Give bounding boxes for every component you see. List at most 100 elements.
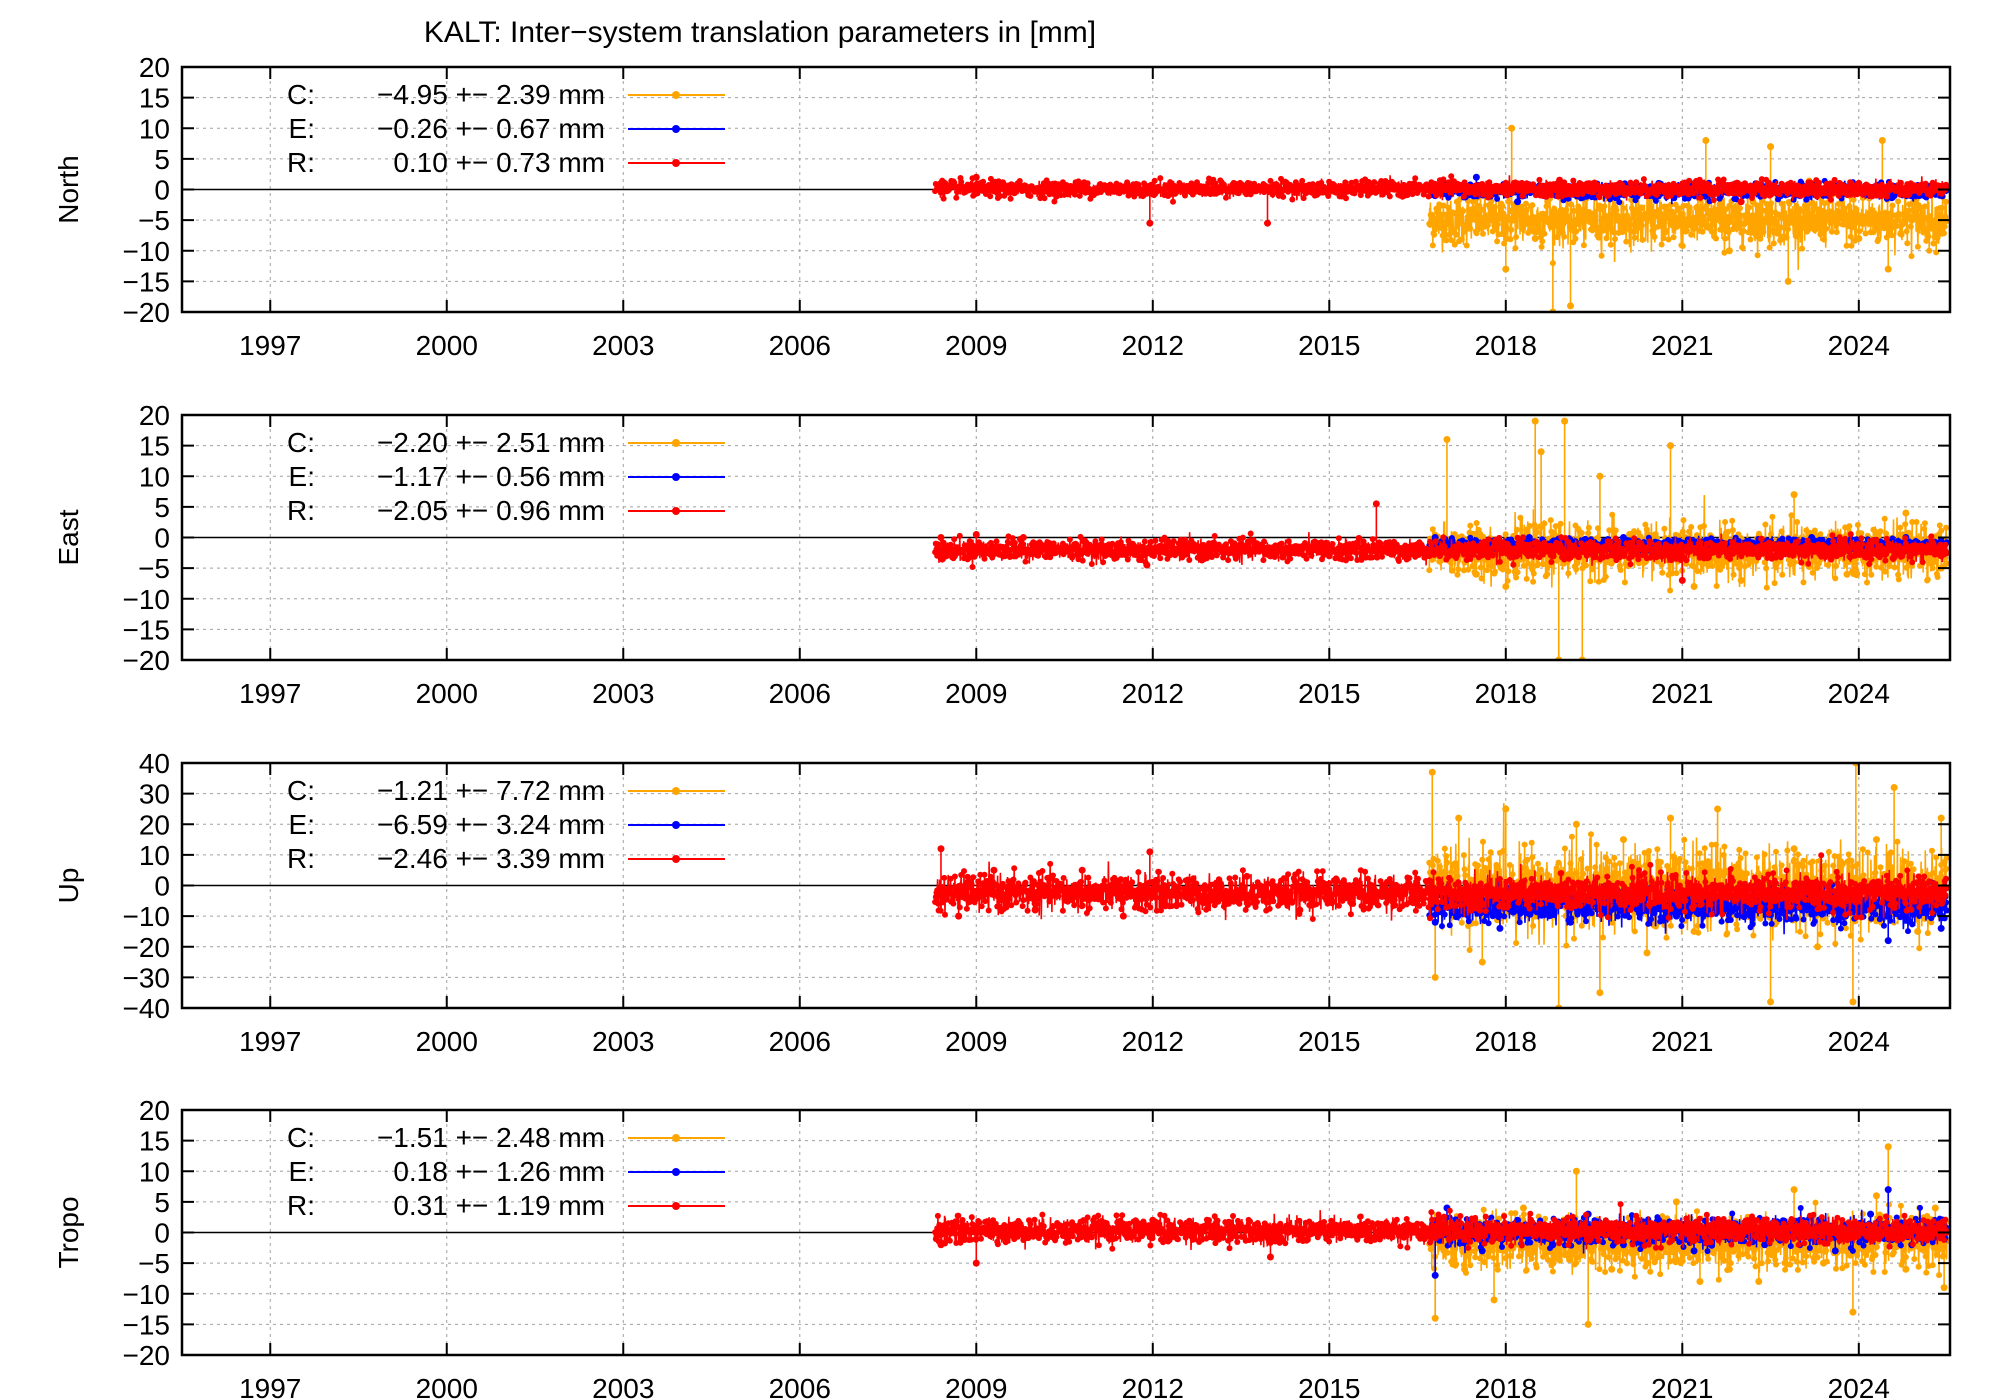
- data-point: [1342, 179, 1349, 186]
- data-point: [1938, 204, 1945, 211]
- data-point: [1596, 194, 1603, 201]
- data-point: [1041, 195, 1048, 202]
- data-point: [1454, 571, 1461, 578]
- data-point: [1467, 522, 1474, 529]
- data-point: [1352, 178, 1359, 185]
- data-point: [1613, 207, 1620, 214]
- data-point: [1440, 176, 1447, 183]
- x-tick-label: 2009: [945, 330, 1007, 361]
- data-point: [1817, 531, 1824, 538]
- data-point: [1645, 215, 1652, 222]
- data-point: [1539, 238, 1546, 245]
- data-point: [1922, 226, 1929, 233]
- data-point: [1883, 530, 1890, 537]
- data-point: [1810, 557, 1817, 564]
- y-tick-label: −5: [138, 205, 170, 236]
- data-point: [1702, 137, 1710, 144]
- data-point: [1504, 192, 1510, 199]
- data-point: [1465, 566, 1472, 573]
- data-point: [1835, 192, 1842, 199]
- data-point: [1851, 559, 1858, 566]
- data-point: [1325, 186, 1333, 193]
- data-point: [1325, 193, 1332, 199]
- data-point: [1478, 206, 1485, 213]
- data-point: [1715, 205, 1722, 212]
- y-tick-label: −10: [123, 236, 171, 267]
- data-point: [1462, 221, 1469, 228]
- data-point: [1777, 237, 1784, 244]
- data-point: [1769, 513, 1776, 520]
- data-point: [1823, 225, 1830, 232]
- data-point: [966, 554, 972, 561]
- data-point: [1541, 230, 1548, 237]
- legend-swatch-point: [672, 159, 680, 167]
- data-point: [1526, 523, 1533, 529]
- data-point: [1721, 249, 1728, 256]
- data-point: [1921, 203, 1928, 210]
- data-point: [1443, 436, 1451, 443]
- data-point: [1595, 228, 1601, 235]
- data-point: [1523, 200, 1529, 207]
- data-point: [1109, 540, 1116, 547]
- data-point: [1931, 558, 1938, 565]
- data-point: [1603, 235, 1610, 242]
- data-point: [1786, 200, 1793, 207]
- data-point: [1441, 226, 1448, 233]
- data-point: [1754, 252, 1761, 259]
- data-point: [1031, 186, 1039, 193]
- data-point: [1484, 222, 1491, 229]
- data-point: [1690, 190, 1697, 197]
- data-point: [1141, 538, 1148, 545]
- data-point: [1761, 559, 1768, 566]
- data-point: [1182, 192, 1188, 199]
- data-point: [1911, 209, 1918, 216]
- data-point: [1409, 191, 1416, 198]
- data-point: [1925, 233, 1932, 240]
- data-point: [1680, 517, 1687, 524]
- data-point: [1732, 556, 1738, 562]
- data-point: [1884, 265, 1892, 273]
- data-point: [1768, 531, 1774, 538]
- data-point: [1770, 227, 1777, 234]
- data-point: [1800, 579, 1807, 586]
- data-point: [1868, 571, 1875, 578]
- data-point: [1923, 237, 1930, 244]
- chart-title: KALT: Inter−system translation parameter…: [424, 16, 1096, 49]
- data-point: [1878, 137, 1886, 144]
- data-point: [1569, 191, 1576, 198]
- data-point: [1470, 198, 1477, 205]
- data-point: [1688, 524, 1695, 530]
- data-point: [1559, 225, 1565, 232]
- data-point: [1672, 201, 1679, 208]
- data-point: [1151, 177, 1158, 184]
- data-point: [1469, 563, 1476, 570]
- data-point: [1903, 228, 1910, 235]
- legend-stats: −0.26 +− 0.67 mm: [377, 113, 605, 144]
- series-r: [932, 500, 1950, 584]
- data-point: [1502, 531, 1509, 538]
- data-point: [1941, 230, 1947, 237]
- data-point: [1552, 523, 1559, 530]
- data-point: [1597, 206, 1604, 213]
- data-point: [1847, 233, 1854, 240]
- data-point: [1494, 238, 1501, 245]
- data-point: [1557, 520, 1564, 527]
- data-point: [1513, 526, 1520, 533]
- data-point: [1816, 179, 1822, 186]
- data-point: [1071, 191, 1078, 198]
- data-point: [1512, 245, 1519, 252]
- data-point: [1902, 509, 1910, 517]
- data-point: [1554, 234, 1561, 241]
- data-point: [1492, 568, 1498, 575]
- data-point: [1561, 186, 1569, 193]
- data-point: [1889, 202, 1896, 209]
- data-point: [1729, 214, 1736, 221]
- data-point: [1049, 186, 1056, 193]
- data-point: [1763, 565, 1770, 572]
- data-point: [1523, 207, 1530, 214]
- x-tick-label: 2015: [1298, 330, 1360, 361]
- data-point: [1888, 232, 1895, 239]
- data-point: [1670, 234, 1677, 241]
- data-point: [1425, 193, 1432, 200]
- data-point: [1280, 193, 1287, 200]
